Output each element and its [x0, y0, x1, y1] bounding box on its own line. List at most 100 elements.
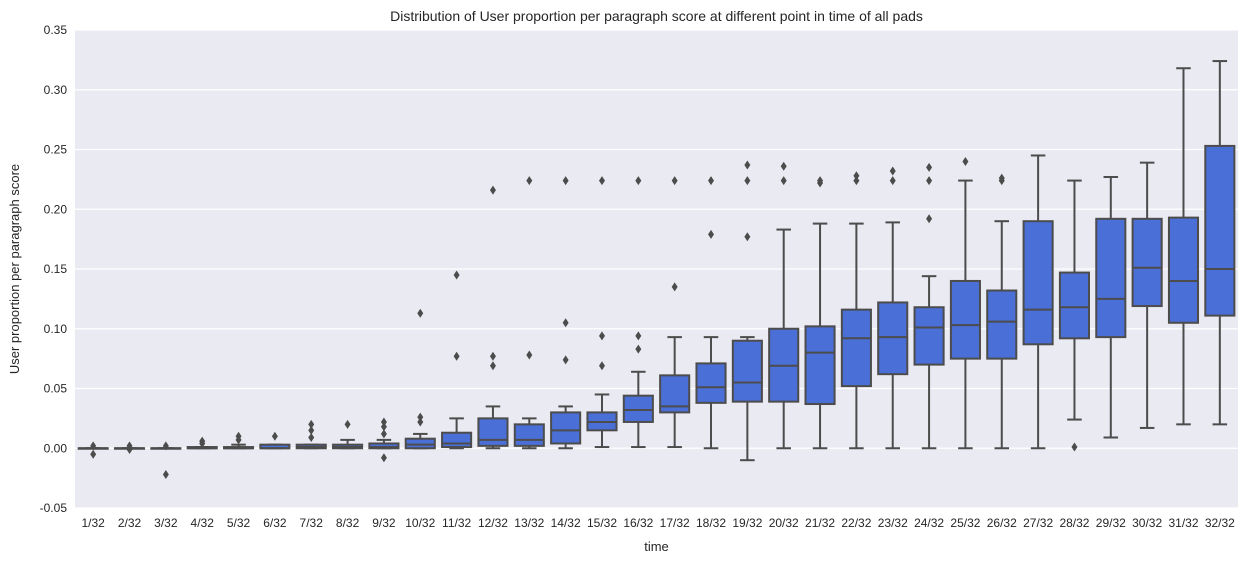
y-tick-label: 0.15: [44, 262, 68, 276]
y-axis-ticks: -0.05 0.00 0.05 0.10 0.15 0.20 0.25 0.30 0.35: [40, 23, 68, 515]
box-iqr: [877, 301, 909, 376]
outlier-point: [780, 176, 787, 186]
outlier-point: [853, 176, 860, 186]
outlier-point: [344, 419, 351, 429]
x-tick-label: 20/32: [769, 516, 799, 530]
y-tick-label: 0.00: [44, 441, 68, 455]
box-iqr: [1095, 217, 1127, 339]
x-tick-label: 24/32: [914, 516, 944, 530]
outlier-point: [90, 441, 97, 451]
outlier-point: [199, 436, 206, 446]
box-15: [586, 176, 618, 449]
x-tick-label: 14/32: [551, 516, 581, 530]
x-tick-label: 18/32: [696, 516, 726, 530]
outlier-point: [380, 422, 387, 432]
box-iqr: [1167, 216, 1200, 324]
box-iqr: [1058, 271, 1090, 340]
x-tick-label: 31/32: [1168, 516, 1198, 530]
outlier-point: [598, 361, 605, 371]
x-tick-label: 4/32: [191, 516, 215, 530]
outlier-point: [562, 176, 569, 186]
x-tick-label: 23/32: [878, 516, 908, 530]
gridlines: [75, 29, 1238, 509]
outlier-point: [380, 429, 387, 439]
x-tick-label: 16/32: [623, 516, 653, 530]
x-tick-label: 25/32: [950, 516, 980, 530]
box-2: [113, 441, 146, 454]
box-21: [804, 176, 836, 450]
x-tick-label: 15/32: [587, 516, 617, 530]
box-14: [550, 176, 582, 450]
x-tick-label: 30/32: [1132, 516, 1162, 530]
outlier-point: [271, 431, 278, 441]
x-tick-label: 6/32: [263, 516, 287, 530]
outlier-point: [526, 176, 533, 186]
outlier-point: [744, 160, 751, 170]
x-axis-label: time: [644, 539, 669, 554]
outlier-point: [526, 350, 533, 360]
box-iqr: [404, 437, 436, 450]
x-tick-label: 19/32: [732, 516, 762, 530]
outlier-point: [926, 214, 933, 224]
outlier-point: [562, 318, 569, 328]
y-tick-label: 0.05: [44, 382, 68, 396]
box-iqr: [949, 279, 981, 360]
box-10: [404, 308, 436, 450]
x-tick-label: 7/32: [300, 516, 324, 530]
box-27: [1022, 154, 1054, 450]
y-axis-label: User proportion per paragraph score: [7, 164, 22, 374]
box-17: [659, 176, 691, 449]
y-tick-label: 0.30: [44, 83, 68, 97]
outlier-point: [635, 176, 642, 186]
outlier-point: [562, 355, 569, 365]
x-tick-label: 26/32: [987, 516, 1017, 530]
box-26: [986, 173, 1018, 450]
outlier-point: [889, 166, 896, 176]
box-32: [1204, 60, 1236, 426]
x-tick-label: 27/32: [1023, 516, 1053, 530]
box-31: [1167, 67, 1200, 426]
box-iqr: [1204, 144, 1236, 317]
outlier-point: [671, 176, 678, 186]
outlier-point: [308, 425, 315, 435]
outlier-point: [417, 308, 424, 318]
box-iqr: [840, 308, 872, 388]
y-tick-label: 0.25: [44, 143, 68, 157]
outlier-point: [889, 176, 896, 186]
x-tick-label: 28/32: [1059, 516, 1089, 530]
y-tick-label: 0.20: [44, 202, 68, 216]
box-iqr: [913, 306, 945, 366]
x-tick-label: 2/32: [118, 516, 142, 530]
box-23: [877, 166, 909, 450]
box-19: [731, 160, 763, 462]
box-iqr: [731, 339, 763, 403]
box-8: [332, 419, 364, 450]
outlier-point: [417, 417, 424, 427]
box-iqr: [477, 417, 509, 447]
x-tick-label: 11/32: [442, 516, 471, 530]
outlier-point: [853, 171, 860, 181]
box-4: [186, 436, 218, 450]
box-24: [913, 162, 945, 450]
box-12: [477, 185, 509, 450]
chart-title: Distribution of User proportion per para…: [390, 8, 923, 24]
outlier-point: [744, 232, 751, 242]
outlier-point: [780, 161, 787, 171]
box-9: [368, 417, 400, 463]
box-iqr: [513, 423, 545, 447]
box-iqr: [804, 325, 836, 406]
box-7: [295, 419, 327, 450]
x-tick-label: 1/32: [81, 516, 105, 530]
box-20: [768, 161, 800, 450]
box-iqr: [1131, 217, 1163, 308]
outlier-point: [962, 156, 969, 166]
outlier-point: [998, 173, 1005, 183]
box-18: [695, 176, 727, 450]
box-22: [840, 171, 872, 450]
outlier-point: [308, 432, 315, 442]
box-25: [949, 156, 981, 450]
y-tick-label: 0.35: [44, 23, 68, 37]
outlier-point: [489, 351, 496, 361]
y-tick-label: -0.05: [40, 501, 68, 515]
